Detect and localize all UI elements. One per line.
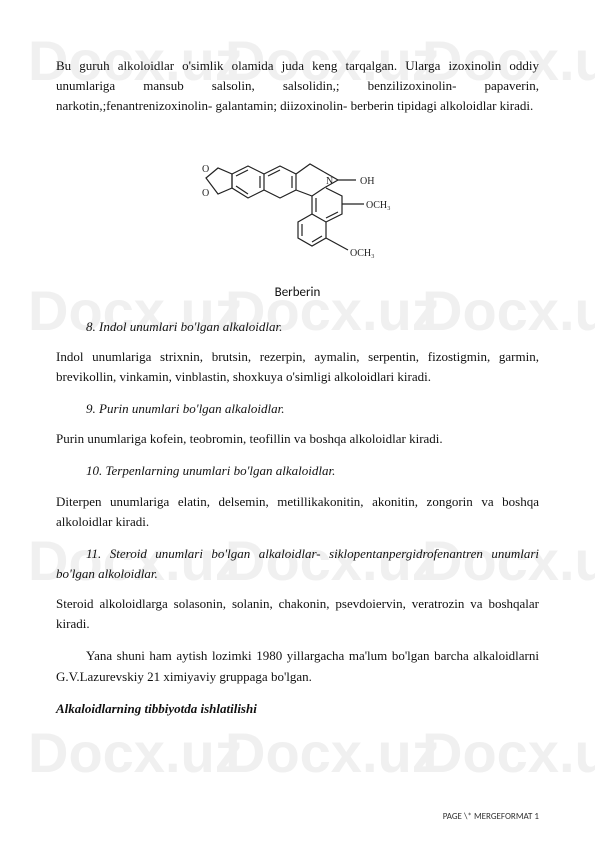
heading-final: Alkaloidlarning tibbiyotda ishlatilishi [56, 699, 539, 719]
atom-o2: O [202, 188, 209, 199]
atom-n: N [326, 176, 333, 187]
heading-11: 11. Steroid unumlari bo'lgan alkaloidlar… [56, 544, 539, 584]
heading-8: 8. Indol unumlari bo'lgan alkaloidlar. [56, 317, 539, 337]
page-content: Bu guruh alkoloidlar o'simlik olamida ju… [0, 0, 595, 769]
berberin-structure: O O N OH OCH₃ OCH₃ [188, 130, 408, 270]
heading-9: 9. Purin unumlari bo'lgan alkaloidlar. [56, 399, 539, 419]
page-footer: PAGE \* MERGEFORMAT 1 [443, 811, 539, 822]
atom-oh: OH [360, 176, 374, 187]
atom-och3-1: OCH₃ [366, 200, 391, 211]
chemical-structure-figure: O O N OH OCH₃ OCH₃ [56, 130, 539, 276]
atom-och3-2: OCH₃ [350, 248, 375, 259]
atom-o1: O [202, 164, 209, 175]
paragraph-9: Purin unumlariga kofein, teobromin, teof… [56, 429, 539, 449]
heading-10: 10. Terpenlarning unumlari bo'lgan alkal… [56, 461, 539, 481]
paragraph-12: Yana shuni ham aytish lozimki 1980 yilla… [56, 646, 539, 686]
paragraph-8: Indol unumlariga strixnin, brutsin, reze… [56, 347, 539, 387]
figure-caption: Berberin [56, 283, 539, 303]
intro-paragraph: Bu guruh alkoloidlar o'simlik olamida ju… [56, 56, 539, 116]
paragraph-11: Steroid alkoloidlarga solasonin, solanin… [56, 594, 539, 634]
paragraph-10: Diterpen unumlariga elatin, delsemin, me… [56, 492, 539, 532]
